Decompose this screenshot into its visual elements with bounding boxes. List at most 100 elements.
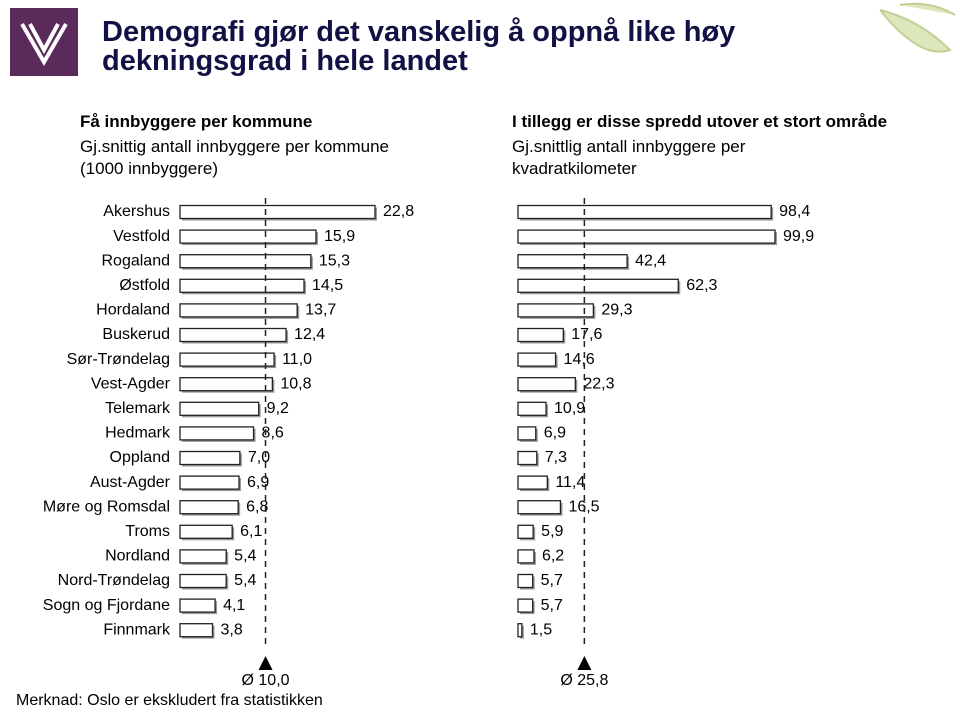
value-label: 6,9 xyxy=(247,474,269,491)
value-label: 5,9 xyxy=(541,523,563,540)
category-label: Buskerud xyxy=(102,326,170,343)
category-label: Akershus xyxy=(103,203,170,220)
bar xyxy=(179,475,240,490)
bar xyxy=(179,303,298,318)
bar xyxy=(179,352,275,367)
chart-title: I tillegg er disse spredd utover et stor… xyxy=(512,112,888,131)
category-label: Sogn og Fjordane xyxy=(43,597,170,614)
bar xyxy=(517,204,772,220)
decoration xyxy=(879,2,956,53)
category-label: Aust-Agder xyxy=(90,474,171,491)
value-label: 62,3 xyxy=(686,277,717,294)
reference-label: Ø 10,0 xyxy=(242,672,290,689)
category-label: Østfold xyxy=(119,277,170,294)
bar xyxy=(517,426,537,441)
category-label: Vestfold xyxy=(113,228,170,245)
value-label: 11,4 xyxy=(555,474,585,491)
value-label: 6,1 xyxy=(240,523,262,540)
slide-title: Demografi gjør det vanskelig å oppnå lik… xyxy=(102,16,736,77)
value-label: 14,6 xyxy=(564,351,595,368)
value-label: 11,0 xyxy=(282,351,312,368)
value-label: 22,8 xyxy=(383,203,414,220)
bar xyxy=(179,573,227,589)
value-label: 7,0 xyxy=(248,449,270,466)
bar xyxy=(517,598,534,613)
value-label: 15,9 xyxy=(324,228,355,245)
category-label: Troms xyxy=(125,523,170,540)
bar xyxy=(179,327,287,343)
logo-mark xyxy=(20,22,68,66)
value-label: 10,8 xyxy=(280,375,311,392)
chart-title: Få innbyggere per kommune xyxy=(80,112,313,131)
bar xyxy=(517,327,564,343)
bar xyxy=(179,598,216,613)
bar xyxy=(179,524,233,539)
value-label: 6,8 xyxy=(246,498,268,515)
chart-subtitle: Gj.snittlig antall innbyggere per kvadra… xyxy=(512,137,746,178)
value-label: 6,2 xyxy=(542,548,564,565)
category-label: Vest-Agder xyxy=(91,375,171,392)
value-label: 8,6 xyxy=(262,425,284,442)
value-label: 5,4 xyxy=(234,548,256,565)
value-label: 10,9 xyxy=(554,400,585,417)
category-label: Nordland xyxy=(105,548,170,565)
category-label: Sør-Trøndelag xyxy=(67,351,170,368)
category-label: Hedmark xyxy=(105,425,171,442)
value-label: 29,3 xyxy=(601,302,632,319)
bar xyxy=(179,450,241,466)
note: Merknad: Oslo er ekskludert fra statisti… xyxy=(16,692,323,709)
value-label: 4,1 xyxy=(223,597,245,614)
bar xyxy=(517,254,628,269)
value-label: 5,7 xyxy=(541,572,563,589)
value-label: 5,4 xyxy=(234,572,256,589)
value-label: 12,4 xyxy=(294,326,325,343)
bar xyxy=(517,303,595,318)
bar xyxy=(517,278,679,293)
reference-marker xyxy=(577,656,592,670)
category-label: Møre og Romsdal xyxy=(43,498,170,515)
bar xyxy=(517,500,562,515)
bar xyxy=(179,426,255,441)
value-label: 3,8 xyxy=(221,621,243,638)
value-label: 98,4 xyxy=(779,203,810,220)
bar xyxy=(517,377,577,392)
category-label: Finnmark xyxy=(103,621,171,638)
value-label: 22,3 xyxy=(583,375,614,392)
value-label: 14,5 xyxy=(312,277,343,294)
bar xyxy=(517,450,538,466)
bar xyxy=(179,549,227,564)
bar xyxy=(517,623,523,638)
value-label: 1,5 xyxy=(530,621,552,638)
category-label: Oppland xyxy=(110,449,171,466)
value-label: 15,3 xyxy=(319,252,350,269)
value-label: 5,7 xyxy=(541,597,563,614)
value-label: 9,2 xyxy=(267,400,289,417)
bar xyxy=(517,524,534,539)
reference-label: Ø 25,8 xyxy=(560,672,608,689)
bar xyxy=(179,401,260,416)
value-label: 42,4 xyxy=(635,252,666,269)
value-label: 99,9 xyxy=(783,228,814,245)
value-label: 13,7 xyxy=(305,302,336,319)
value-label: 7,3 xyxy=(545,449,567,466)
category-label: Rogaland xyxy=(102,252,171,269)
bar xyxy=(517,401,547,416)
bar xyxy=(179,623,214,638)
bar xyxy=(517,352,557,367)
bar xyxy=(517,573,534,589)
bar xyxy=(179,278,305,293)
reference-marker xyxy=(258,656,273,670)
bar xyxy=(517,475,548,490)
bar xyxy=(179,254,312,269)
bar xyxy=(179,500,239,515)
value-label: 6,9 xyxy=(544,425,566,442)
category-label: Telemark xyxy=(105,400,171,417)
bar xyxy=(179,229,317,244)
bar xyxy=(517,229,776,244)
category-label: Nord-Trøndelag xyxy=(58,572,170,589)
category-label: Hordaland xyxy=(96,302,170,319)
bar xyxy=(179,377,274,392)
bar xyxy=(179,204,376,220)
